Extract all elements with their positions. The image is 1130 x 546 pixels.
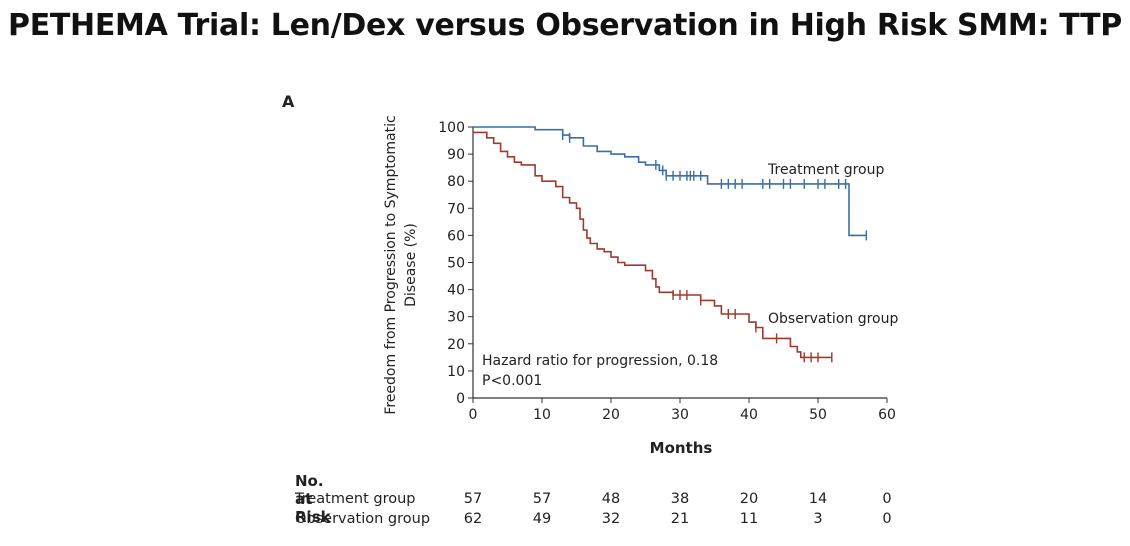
y-tick-label: 10	[447, 364, 465, 380]
x-tick-label: 40	[740, 407, 758, 423]
risk-cell: 11	[739, 511, 759, 527]
risk-cell: 57	[532, 491, 552, 507]
y-tick-label: 90	[447, 147, 465, 163]
panel-label: A	[282, 92, 295, 111]
risk-row-label-observation: Observation group	[295, 511, 431, 527]
y-axis-label-line2: Disease (%)	[403, 223, 419, 307]
risk-table-title: No. at Risk	[295, 472, 331, 526]
risk-cell: 21	[670, 511, 690, 527]
p-value-annotation: P<0.001	[482, 373, 542, 389]
x-tick-label: 20	[602, 407, 620, 423]
x-tick-label: 60	[878, 407, 896, 423]
risk-cell: 14	[808, 491, 828, 507]
x-tick-label: 30	[671, 407, 689, 423]
y-axis-label-line1: Freedom from Progression to Symptomatic	[383, 115, 399, 414]
risk-cell: 32	[601, 511, 621, 527]
slide-title: PETHEMA Trial: Len/Dex versus Observatio…	[8, 8, 1122, 43]
risk-cell: 48	[601, 491, 621, 507]
risk-cell: 57	[463, 491, 483, 507]
risk-cell: 3	[813, 511, 823, 527]
risk-cell: 38	[670, 491, 690, 507]
risk-cell: 20	[739, 491, 759, 507]
chart-labels: Months Freedom from Progression to Sympt…	[383, 115, 898, 457]
y-tick-label: 100	[438, 120, 465, 136]
y-tick-label: 60	[447, 228, 465, 244]
y-tick-label: 20	[447, 337, 465, 353]
y-tick-label: 30	[447, 310, 465, 326]
x-tick-label: 0	[469, 407, 478, 423]
observation-curve	[473, 131, 832, 359]
risk-cell: 62	[463, 511, 483, 527]
x-tick-label: 10	[533, 407, 551, 423]
risk-cell: 0	[882, 511, 892, 527]
treatment-group-label: Treatment group	[767, 162, 884, 178]
chart-curves	[473, 126, 867, 363]
y-tick-label: 70	[447, 201, 465, 217]
x-axis-label: Months	[650, 439, 713, 457]
x-tick-label: 50	[809, 407, 827, 423]
observation-group-label: Observation group	[768, 311, 898, 327]
y-tick-label: 0	[456, 391, 465, 407]
y-tick-label: 80	[447, 174, 465, 190]
chart-axes: 0 10 20 30 40 50 60 0 10 20 30 40 50 60 70 80 90 100	[438, 120, 896, 423]
treatment-curve	[473, 126, 867, 237]
hazard-ratio-annotation: Hazard ratio for progression, 0.18	[482, 353, 718, 369]
y-tick-label: 50	[447, 256, 465, 272]
risk-cell: 49	[532, 511, 552, 527]
risk-cell: 0	[882, 491, 892, 507]
risk-row-label-treatment: Treatment group	[295, 491, 416, 507]
y-tick-label: 40	[447, 283, 465, 299]
